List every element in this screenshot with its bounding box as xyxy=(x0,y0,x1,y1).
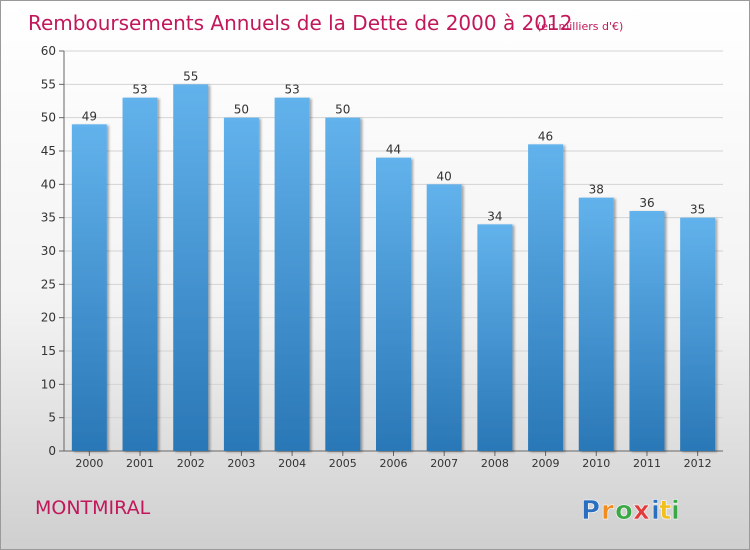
data-label-2006: 44 xyxy=(386,143,401,157)
y-tick-label: 20 xyxy=(41,311,56,325)
data-label-2003: 50 xyxy=(234,103,249,117)
bar-2006 xyxy=(376,157,411,451)
chart-title: Remboursements Annuels de la Dette de 20… xyxy=(28,11,572,35)
place-name: MONTMIRAL xyxy=(35,497,151,519)
data-label-2009: 46 xyxy=(538,129,553,143)
y-tick-label: 10 xyxy=(41,377,56,391)
data-label-2007: 40 xyxy=(437,169,452,183)
y-tick-label: 25 xyxy=(41,277,56,291)
x-tick-label-2000: 2000 xyxy=(75,457,103,470)
chart-unit: (en milliers d'€) xyxy=(537,20,623,33)
y-tick-label: 45 xyxy=(41,144,56,158)
data-label-2008: 34 xyxy=(487,209,502,223)
x-tick-label-2004: 2004 xyxy=(278,457,306,470)
x-tick-label-2005: 2005 xyxy=(329,457,357,470)
bar-2012 xyxy=(680,217,716,451)
x-tick-label-2008: 2008 xyxy=(481,457,509,470)
x-tick-label-2010: 2010 xyxy=(582,457,610,470)
logo-letter: i xyxy=(651,496,660,526)
x-tick-label-2009: 2009 xyxy=(532,457,560,470)
y-tick-labels: 0 5 10 15 20 25 30 35 40 45 50 55 60 xyxy=(41,44,56,458)
logo-letter: i xyxy=(671,496,680,526)
bar-2007 xyxy=(426,184,462,452)
logo-letter: t xyxy=(659,496,671,526)
x-tick-label-2011: 2011 xyxy=(633,457,661,470)
x-tick-label-2012: 2012 xyxy=(684,457,712,470)
y-tick-label: 60 xyxy=(41,44,56,58)
logo-letter: r xyxy=(601,496,614,526)
x-tick-label-2006: 2006 xyxy=(380,457,408,470)
data-labels: 49 53 55 50 53 50 44 40 34 46 38 36 35 xyxy=(82,69,706,223)
y-tick-label: 35 xyxy=(41,211,56,225)
logo-letter: o xyxy=(615,496,633,526)
logo-letter: x xyxy=(633,496,650,526)
x-tick-labels: 2000 2001 2002 2003 2004 2005 2006 2007 2008 2009… xyxy=(75,457,711,470)
bar-2011 xyxy=(629,211,665,451)
data-label-2001: 53 xyxy=(132,83,147,97)
data-label-2002: 55 xyxy=(183,69,198,83)
bar-2005 xyxy=(325,117,361,452)
y-tick-label: 55 xyxy=(41,77,56,91)
bar-2009 xyxy=(528,144,564,452)
y-tick-label: 0 xyxy=(48,444,56,458)
bar-2002 xyxy=(173,84,209,451)
data-label-2011: 36 xyxy=(639,196,654,210)
bar-2001 xyxy=(122,97,158,452)
data-label-2010: 38 xyxy=(589,183,604,197)
x-tick-label-2002: 2002 xyxy=(177,457,205,470)
data-label-2012: 35 xyxy=(690,203,705,217)
x-tick-label-2003: 2003 xyxy=(227,457,255,470)
bar-2010 xyxy=(578,197,614,451)
bar-2003 xyxy=(223,117,259,452)
bar-2004 xyxy=(274,97,310,452)
bars xyxy=(71,84,716,452)
data-label-2005: 50 xyxy=(335,103,350,117)
y-tick-label: 40 xyxy=(41,177,56,191)
data-label-2004: 53 xyxy=(284,83,299,97)
x-tick-label-2007: 2007 xyxy=(430,457,458,470)
y-tick-label: 15 xyxy=(41,344,56,358)
data-label-2000: 49 xyxy=(82,109,97,123)
bar-2008 xyxy=(477,224,513,451)
y-tick-label: 5 xyxy=(48,411,56,425)
y-tick-label: 30 xyxy=(41,244,56,258)
y-tick-label: 50 xyxy=(41,111,56,125)
bar-2000 xyxy=(71,124,107,451)
logo-letter: P xyxy=(581,496,600,526)
x-tick-label-2001: 2001 xyxy=(126,457,154,470)
